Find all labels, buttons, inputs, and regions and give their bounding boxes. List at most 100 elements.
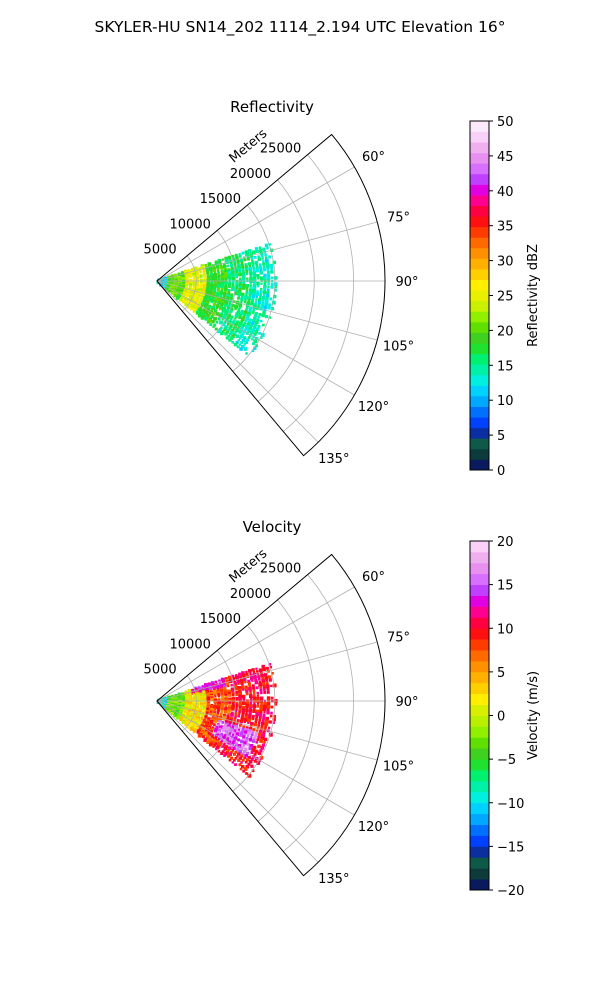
echo-pixel: [213, 283, 218, 288]
reflectivity-range-labels: 5000 10000 15000 20000 25000: [144, 142, 302, 258]
echo-pixel: [249, 676, 254, 681]
echo-pixel: [259, 710, 263, 714]
echo-pixel: [247, 762, 251, 766]
echo-pixel: [247, 716, 251, 720]
echo-pixel: [227, 710, 231, 714]
echo-pixel: [206, 283, 211, 287]
echo-pixel: [257, 675, 261, 678]
echo-pixel: [217, 694, 221, 698]
colorbar-swatch: [470, 321, 489, 333]
echo-pixel: [259, 268, 263, 272]
echo-pixel: [221, 258, 224, 261]
echo-pixel: [263, 711, 266, 714]
echo-pixel: [245, 708, 249, 713]
echo-pixel: [221, 750, 225, 754]
colorbar-swatch: [470, 726, 489, 738]
echo-pixel: [215, 320, 219, 324]
echo-pixel: [192, 284, 196, 288]
echo-pixel: [251, 261, 255, 265]
echo-pixel: [250, 721, 254, 726]
echo-pixel: [252, 264, 255, 267]
range-ring: [207, 650, 236, 762]
echo-pixel: [238, 268, 242, 272]
echo-pixel: [204, 263, 208, 267]
echo-pixel: [263, 282, 267, 285]
echo-pixel: [159, 282, 164, 287]
echo-pixel: [228, 338, 232, 342]
echo-pixel: [260, 282, 263, 285]
echo-pixel: [270, 705, 274, 709]
echo-pixel: [240, 341, 243, 344]
echo-pixel: [236, 259, 240, 264]
echo-pixel: [252, 692, 256, 695]
echo-pixel: [267, 285, 270, 288]
echo-pixel: [264, 722, 269, 727]
colorbar-swatch: [470, 353, 489, 365]
echo-pixel: [239, 739, 244, 744]
sector-outline: [156, 133, 386, 457]
echo-pixel: [237, 686, 242, 690]
echo-pixel: [221, 694, 224, 697]
echo-pixel: [226, 264, 230, 268]
echo-pixel: [241, 730, 244, 733]
echo-pixel: [231, 740, 236, 745]
echo-pixel: [263, 707, 267, 712]
echo-pixel: [224, 706, 228, 710]
echo-pixel: [245, 306, 249, 309]
colorbar-swatch: [470, 857, 489, 869]
echo-pixel: [223, 293, 227, 297]
echo-pixel: [217, 737, 221, 741]
echo-pixel: [255, 715, 259, 719]
echo-pixel: [214, 742, 218, 746]
echo-pixel: [238, 321, 243, 326]
colorbar-swatch: [470, 748, 489, 760]
echo-pixel: [234, 265, 237, 268]
echo-pixel: [176, 716, 180, 720]
echo-pixel: [241, 752, 245, 756]
echo-pixel: [249, 694, 253, 698]
echo-pixel: [247, 329, 251, 333]
echo-pixel: [266, 291, 270, 295]
velocity-title: Velocity: [243, 518, 302, 536]
echo-pixel: [190, 720, 194, 724]
echo-pixel: [248, 266, 253, 271]
echo-pixel: [252, 342, 256, 346]
echo-pixel: [226, 323, 230, 326]
colorbar-swatch: [470, 195, 489, 207]
echo-pixel: [243, 347, 248, 351]
echo-pixel: [232, 332, 237, 337]
echo-pixel: [224, 277, 228, 281]
echo-pixel: [226, 296, 230, 300]
echo-pixel: [212, 687, 216, 691]
echo-pixel: [206, 271, 210, 275]
echo-pixel: [249, 672, 252, 675]
echo-pixel: [256, 327, 260, 331]
echo-pixel: [261, 302, 265, 305]
echo-pixel: [225, 336, 229, 340]
echo-pixel: [200, 316, 205, 320]
colorbar-tick-label: 15: [497, 579, 514, 594]
echo-pixel: [242, 725, 246, 729]
colorbar-tick-label: 10: [497, 394, 514, 409]
echo-pixel: [265, 682, 269, 685]
echo-pixel: [220, 269, 223, 272]
echo-pixel: [217, 317, 221, 321]
echo-pixel: [220, 282, 225, 287]
echo-pixel: [251, 679, 254, 682]
echo-pixel: [231, 271, 235, 275]
echo-pixel: [222, 264, 227, 269]
echo-pixel: [215, 306, 219, 309]
echo-pixel: [248, 306, 253, 311]
echo-pixel: [245, 685, 248, 689]
echo-pixel: [243, 678, 247, 682]
azimuth-spoke: [156, 166, 355, 282]
echo-pixel: [242, 769, 246, 773]
echo-pixel: [272, 717, 276, 722]
echo-pixel: [249, 689, 252, 693]
echo-pixel: [223, 286, 228, 291]
echo-pixel: [226, 304, 231, 309]
echo-pixel: [254, 734, 258, 738]
echo-pixel: [240, 761, 243, 764]
range-ring: [232, 624, 276, 792]
echo-pixel: [224, 708, 228, 712]
